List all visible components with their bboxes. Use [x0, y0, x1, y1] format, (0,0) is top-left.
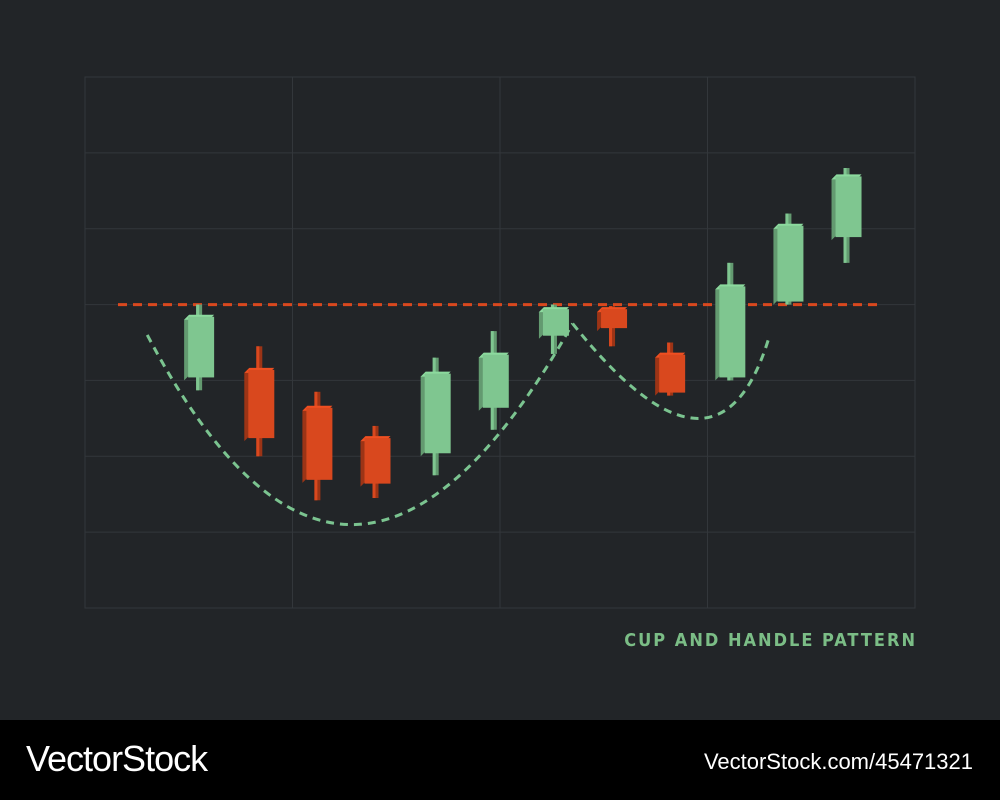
candle-body — [248, 369, 275, 439]
candle-side — [831, 174, 837, 241]
candle-side — [184, 314, 190, 381]
image-id: VectorStock.com/45471321 — [703, 749, 973, 774]
candle-body — [777, 225, 804, 302]
chart-title: CUP AND HANDLE PATTERN — [624, 630, 917, 651]
candle-body — [719, 286, 746, 378]
candle-body — [424, 373, 451, 454]
candle-side — [420, 371, 426, 457]
candle-side — [655, 352, 661, 396]
candle-body — [542, 309, 569, 336]
candle-side — [244, 367, 250, 442]
candle-body — [188, 316, 215, 378]
candle-side — [773, 223, 779, 305]
candle-body — [306, 407, 333, 480]
candle-side — [360, 436, 366, 487]
candle-body — [835, 176, 862, 238]
chart-area — [84, 76, 916, 609]
handle-curve — [571, 322, 772, 420]
candle-side — [478, 352, 484, 411]
candle-side — [302, 405, 308, 483]
candle-side — [538, 307, 544, 339]
candle-body — [601, 309, 628, 329]
watermark-footer: VectorStock VectorStock.com/45471321 — [0, 720, 1000, 800]
candle-body — [482, 354, 509, 408]
candle-side — [715, 284, 721, 381]
candle-side — [597, 307, 603, 332]
brand-logo: VectorStock — [26, 738, 208, 779]
candle-body — [364, 438, 391, 484]
cup-curve — [145, 322, 574, 527]
candle-body — [659, 354, 686, 393]
candlestick-chart — [84, 76, 916, 609]
